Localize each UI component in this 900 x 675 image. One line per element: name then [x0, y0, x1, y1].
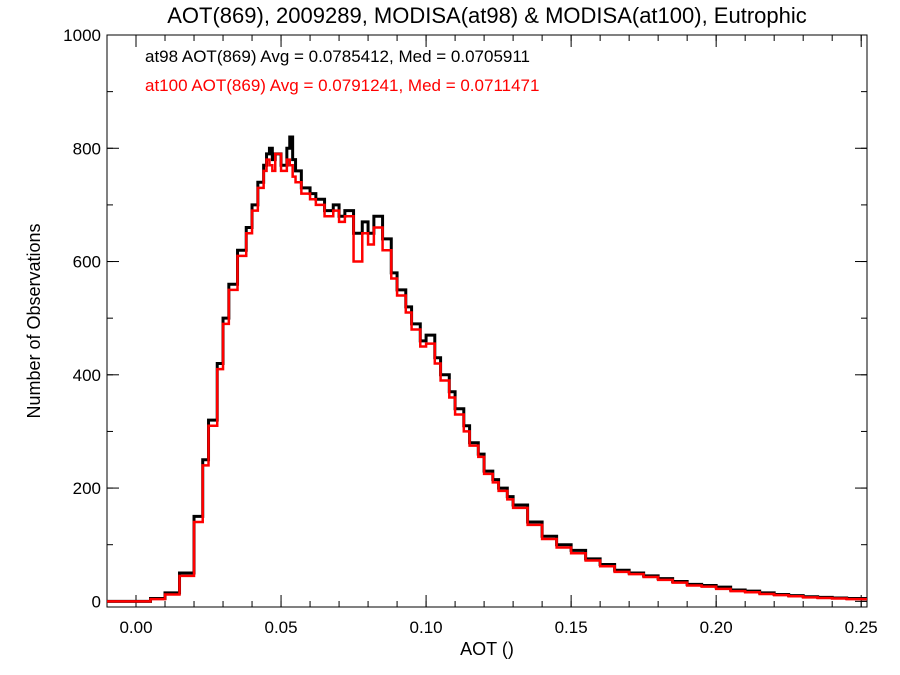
x-tick-label: 0.25 — [845, 618, 878, 637]
plot-frame — [106, 34, 868, 608]
y-tick-label: 0 — [92, 592, 101, 611]
annotation-at100-stats: at100 AOT(869) Avg = 0.0791241, Med = 0.… — [145, 76, 539, 95]
y-tick-label: 800 — [73, 139, 101, 158]
series-at100-histogram — [107, 152, 867, 603]
y-tick-label: 400 — [73, 366, 101, 385]
annotation-at98-stats: at98 AOT(869) Avg = 0.0785412, Med = 0.0… — [145, 47, 530, 66]
series-layer — [107, 135, 867, 603]
y-tick-label: 200 — [73, 479, 101, 498]
x-axis-label: AOT () — [460, 639, 514, 659]
y-axis-label: Number of Observations — [24, 223, 44, 418]
x-tick-label: 0.20 — [700, 618, 733, 637]
axis-ticks — [106, 34, 867, 607]
x-tick-label: 0.00 — [119, 618, 152, 637]
chart-title: AOT(869), 2009289, MODISA(at98) & MODISA… — [167, 3, 807, 28]
axis-tick-labels: 0.00 0.05 0.10 0.15 0.20 0.25 0 200 400 600 800 100… — [63, 26, 878, 637]
x-tick-label: 0.10 — [410, 618, 443, 637]
x-tick-label: 0.05 — [264, 618, 297, 637]
x-tick-label: 0.15 — [555, 618, 588, 637]
y-tick-label: 600 — [73, 253, 101, 272]
y-tick-label: 1000 — [63, 26, 101, 45]
